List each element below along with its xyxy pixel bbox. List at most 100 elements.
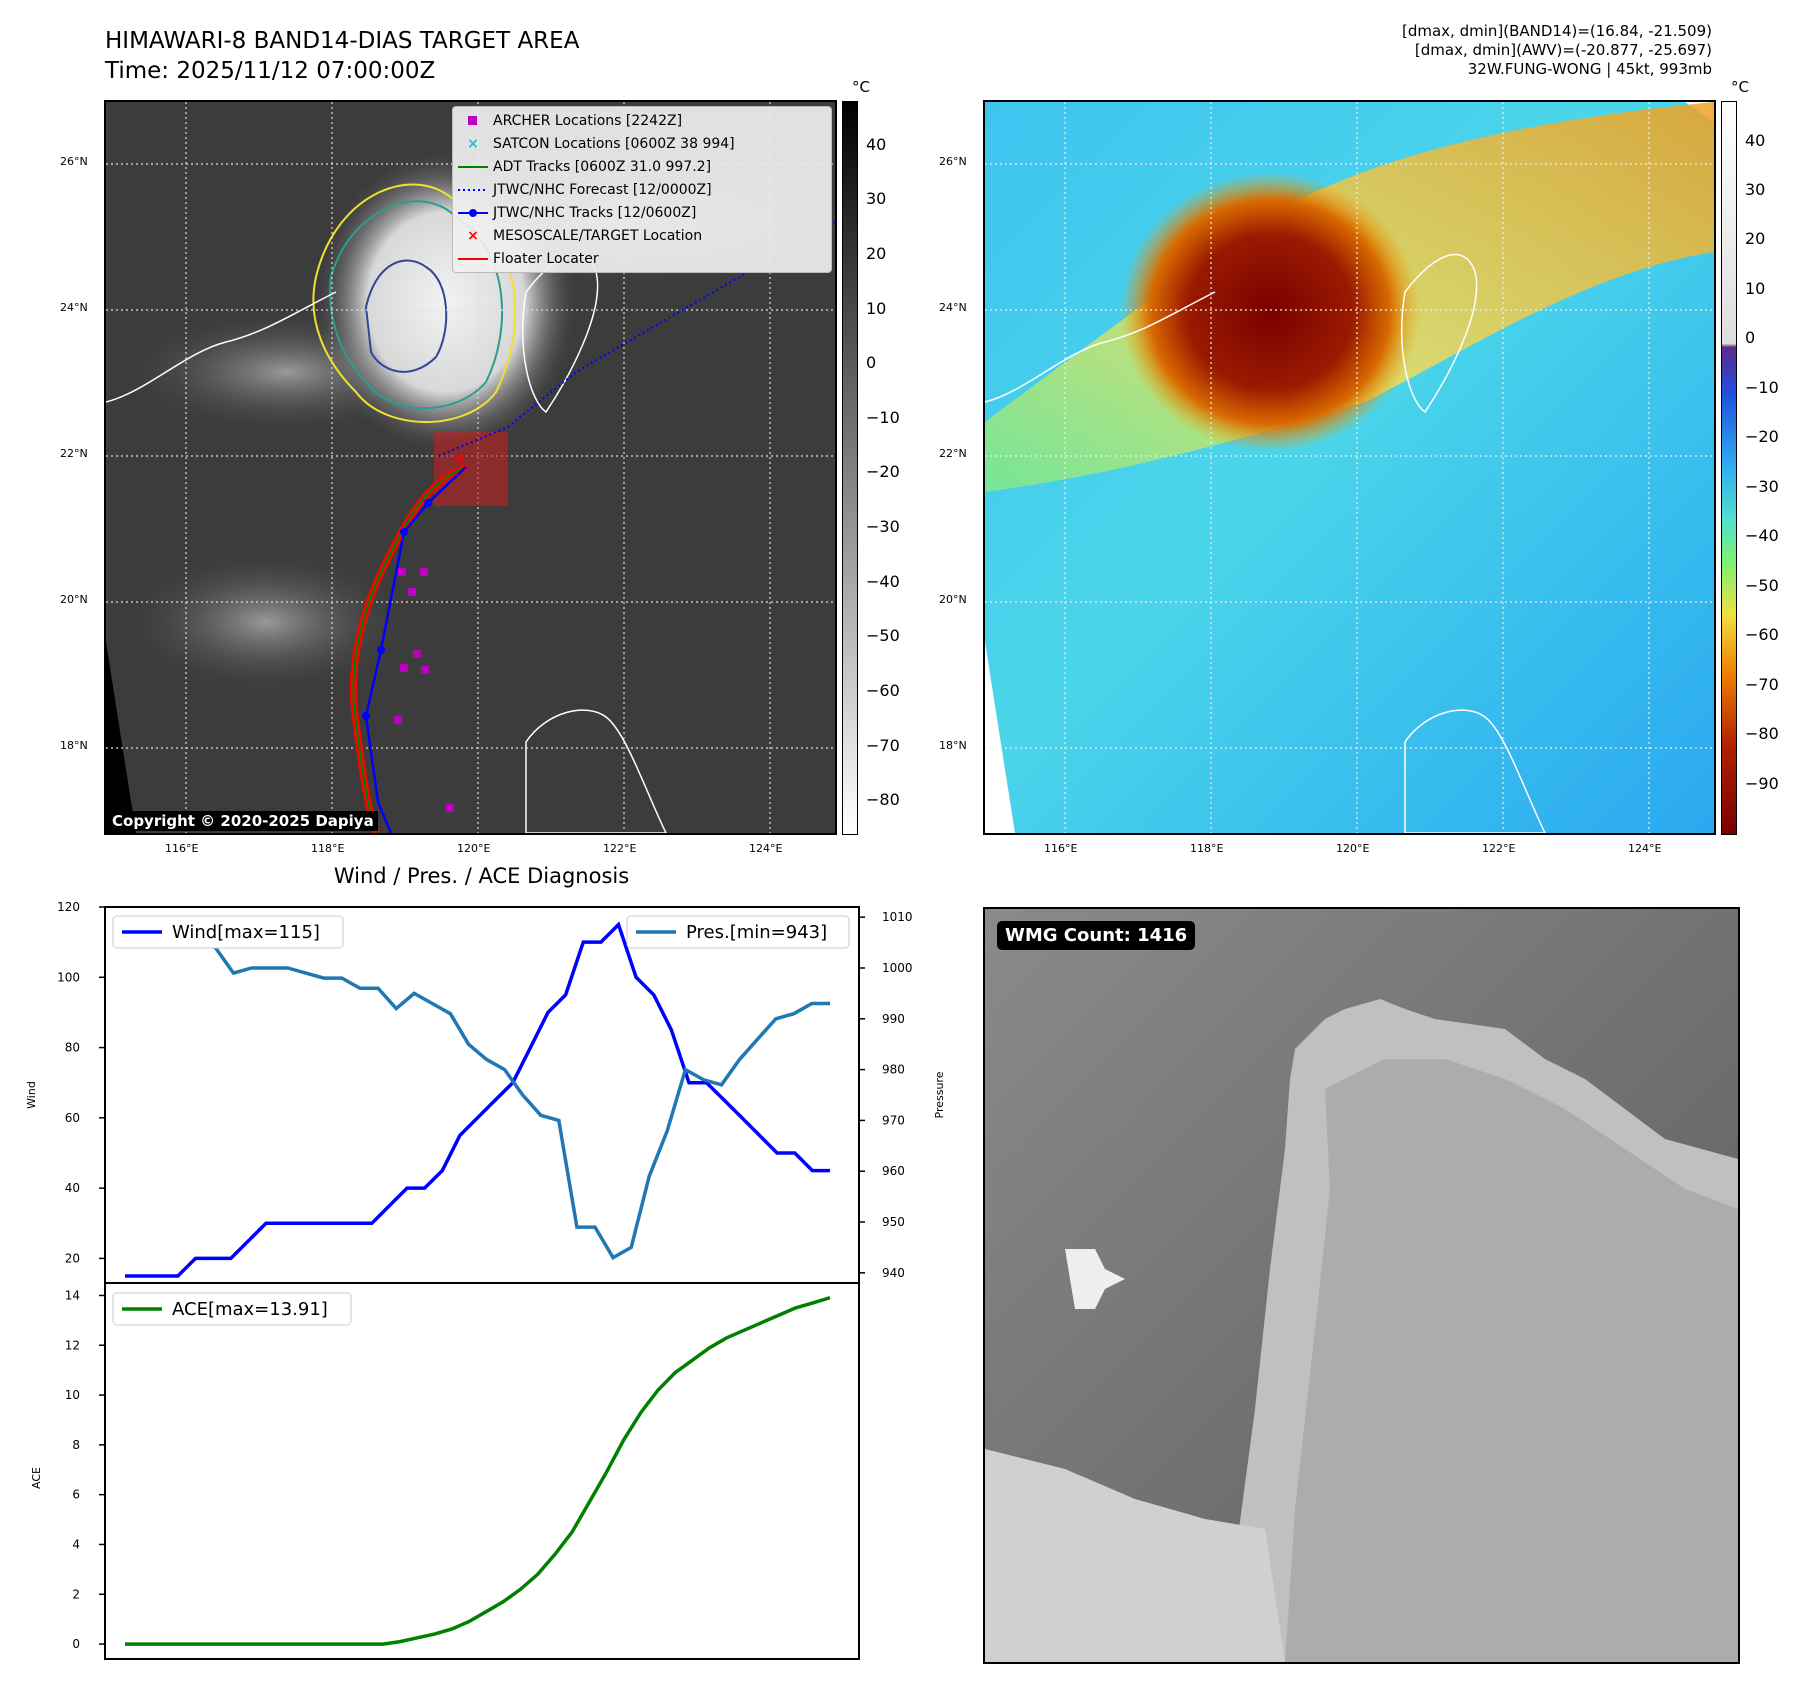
legend-jtwc-forecast: JTWC/NHC Forecast [12/0000Z] — [453, 178, 831, 201]
y-tick-label: 14 — [65, 1288, 80, 1302]
cb-tick: −60 — [1745, 625, 1779, 645]
cb-tick: −80 — [1745, 724, 1779, 744]
ace-plot-frame — [104, 1282, 860, 1660]
coastline-taiwan — [1401, 253, 1478, 414]
cb-tick: 30 — [1745, 180, 1766, 200]
colorbar-right-unit: °C — [1731, 78, 1749, 96]
y-tick-label: 960 — [882, 1164, 905, 1178]
y-tick-label: 10 — [65, 1388, 80, 1402]
y-tick-label: 1010 — [882, 910, 913, 924]
main-title: HIMAWARI-8 BAND14-DIAS TARGET AREA Time:… — [105, 26, 579, 86]
cb-tick: 10 — [1745, 278, 1766, 298]
lat-label: 22°N — [939, 447, 967, 460]
coastline-luzon — [1404, 709, 1546, 833]
zoom-panel: WMG Count: 1416 — [983, 907, 1740, 1664]
colorbar-left-unit: °C — [852, 78, 870, 96]
lat-label: 24°N — [939, 301, 967, 314]
ace-legend: ACE[max=13.91] — [112, 1292, 352, 1326]
archer-locations — [394, 568, 454, 812]
diagnosis-title: Wind / Pres. / ACE Diagnosis — [333, 864, 630, 888]
wmg-count-badge: WMG Count: 1416 — [997, 921, 1196, 950]
lat-label: 22°N — [60, 447, 88, 460]
legend-jtwc-tracks: JTWC/NHC Tracks [12/0600Z] — [453, 201, 831, 224]
legend-label: SATCON Locations [0600Z 38 994] — [493, 135, 735, 152]
cb-tick: −60 — [866, 680, 900, 700]
lon-label: 116°E — [1044, 842, 1078, 855]
small-cloud-cell — [1065, 1249, 1125, 1309]
adt-track — [352, 466, 467, 833]
legend-floater: Floater Locater — [453, 247, 831, 270]
y-tick-label: 970 — [882, 1113, 905, 1127]
pressure-ylabel: Pressure — [933, 1071, 946, 1118]
wind-plot-frame — [104, 906, 860, 1284]
cb-tick: −40 — [866, 571, 900, 591]
colorbar-right — [1721, 101, 1737, 835]
legend-label: Floater Locater — [493, 250, 599, 267]
cb-tick: −70 — [866, 735, 900, 755]
cb-tick: −20 — [1745, 427, 1779, 447]
legend-label: JTWC/NHC Tracks [12/0600Z] — [493, 204, 697, 221]
contour-yellow — [312, 183, 516, 423]
cb-tick: 20 — [1745, 229, 1766, 249]
cb-tick: 30 — [866, 189, 887, 209]
cb-tick: 10 — [866, 298, 887, 318]
band14-stats: [dmax, dmin](BAND14)=(16.84, -21.509) — [1401, 22, 1712, 40]
lon-gridlines — [1064, 102, 1650, 833]
cb-tick: 40 — [1745, 130, 1766, 150]
dry-core — [1120, 172, 1420, 452]
cb-tick: −80 — [866, 790, 900, 810]
cb-tick: 20 — [866, 243, 887, 263]
legend-satcon: × SATCON Locations [0600Z 38 994] — [453, 132, 831, 155]
contour-teal — [329, 200, 504, 410]
y-tick-label: 2 — [72, 1587, 80, 1601]
y-tick-label: 40 — [65, 1181, 80, 1195]
wind-ylabel: Wind — [25, 1081, 38, 1109]
colorbar-left — [842, 101, 858, 835]
cloud-band-south — [126, 552, 406, 692]
cb-tick: −30 — [1745, 476, 1779, 496]
line-dot-icon — [453, 208, 493, 218]
copyright-badge: Copyright © 2020-2025 Dapiya — [108, 811, 378, 831]
x-marker-icon: × — [467, 227, 479, 244]
lat-gridlines — [106, 163, 835, 749]
lon-label: 118°E — [311, 842, 345, 855]
cb-tick: −50 — [1745, 575, 1779, 595]
jtwc-forecast-track — [435, 221, 835, 458]
legend-archer: ARCHER Locations [2242Z] — [453, 109, 831, 132]
contour-blue — [364, 259, 448, 373]
lon-label: 120°E — [457, 842, 491, 855]
lat-label: 20°N — [60, 593, 88, 606]
lon-label: 120°E — [1336, 842, 1370, 855]
square-marker-icon — [453, 115, 493, 126]
stats-block: [dmax, dmin](BAND14)=(16.84, -21.509) [d… — [1402, 22, 1712, 79]
wind-y-ticks: 20 40 60 80 100 120 — [57, 900, 105, 1265]
pressure-legend: Pres.[min=943] — [626, 915, 850, 949]
cb-tick: 40 — [866, 134, 887, 154]
lat-label: 18°N — [939, 739, 967, 752]
lat-label: 26°N — [939, 155, 967, 168]
dotted-line-icon — [453, 187, 493, 193]
pressure-series-line — [124, 925, 830, 1260]
lat-label: 26°N — [60, 155, 88, 168]
y-tick-label: 980 — [882, 1063, 905, 1077]
y-tick-label: 940 — [882, 1266, 905, 1280]
legend-mesoscale: × MESOSCALE/TARGET Location — [453, 224, 831, 247]
awv-map-panel — [983, 100, 1716, 835]
y-tick-label: 0 — [72, 1637, 80, 1651]
awv-map — [985, 102, 1714, 833]
storm-info: 32W.FUNG-WONG | 45kt, 993mb — [1467, 60, 1712, 78]
cb-tick: 0 — [866, 353, 877, 373]
cb-tick: −70 — [1745, 674, 1779, 694]
lat-label: 18°N — [60, 739, 88, 752]
cb-tick: −10 — [866, 407, 900, 427]
ace-series-line — [125, 1296, 831, 1646]
mesoscale-target-marker: × — [454, 451, 466, 467]
wind-legend: Wind[max=115] — [112, 915, 344, 949]
legend-label: MESOSCALE/TARGET Location — [493, 227, 703, 244]
y-tick-label: 1000 — [882, 961, 913, 975]
cb-tick: −90 — [1745, 773, 1779, 793]
y-tick-label: 950 — [882, 1215, 905, 1229]
ace-legend-label: ACE[max=13.91] — [172, 1299, 328, 1320]
y-tick-label: 6 — [72, 1488, 80, 1502]
x-marker-icon: × — [467, 135, 479, 152]
